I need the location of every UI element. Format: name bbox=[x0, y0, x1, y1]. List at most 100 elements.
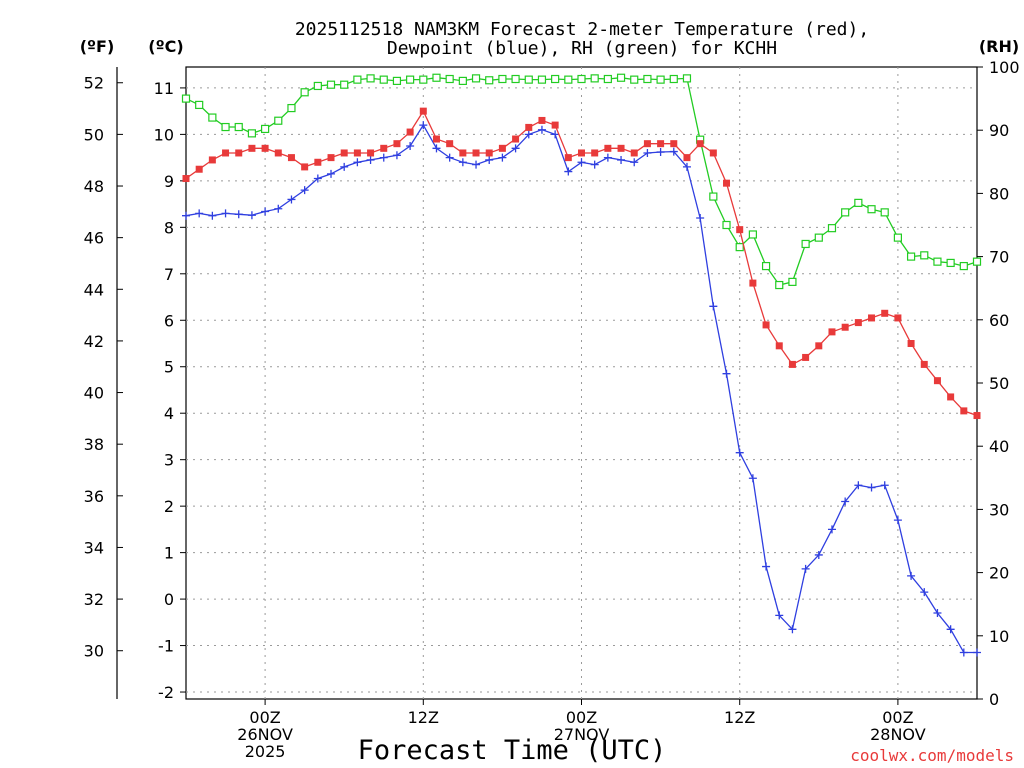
data-point-dewpoint bbox=[722, 369, 731, 378]
x-axis-label: Forecast Time (UTC) bbox=[358, 735, 667, 766]
data-point-dewpoint bbox=[182, 211, 190, 220]
data-point-dewpoint bbox=[511, 144, 520, 153]
data-point-dewpoint bbox=[775, 611, 784, 620]
data-point-temperature bbox=[261, 144, 269, 152]
data-point-rh bbox=[287, 103, 296, 113]
data-point-rh bbox=[906, 252, 916, 261]
data-point-dewpoint bbox=[590, 160, 599, 169]
data-point-rh bbox=[195, 100, 204, 110]
data-point-dewpoint bbox=[313, 174, 322, 183]
data-point-dewpoint bbox=[748, 474, 757, 483]
data-point-temperature bbox=[419, 107, 427, 115]
data-point-dewpoint bbox=[656, 148, 665, 157]
time-tick-label: 26NOV bbox=[237, 725, 293, 744]
fahrenheit-tick-label: 44 bbox=[84, 280, 104, 299]
data-point-temperature bbox=[446, 140, 454, 148]
data-point-temperature bbox=[815, 342, 823, 350]
data-point-dewpoint bbox=[946, 625, 955, 634]
rh-tick-label: 100 bbox=[989, 58, 1020, 77]
data-point-temperature bbox=[538, 116, 546, 124]
data-point-temperature bbox=[907, 340, 915, 347]
data-point-temperature bbox=[498, 144, 506, 152]
data-point-temperature bbox=[643, 140, 651, 148]
data-point-rh bbox=[471, 74, 481, 83]
data-point-rh bbox=[920, 251, 929, 260]
fahrenheit-tick-label: 50 bbox=[84, 125, 104, 144]
data-point-dewpoint bbox=[762, 562, 771, 571]
data-point-rh bbox=[682, 74, 692, 83]
fahrenheit-axis: 30 32 34 36 38 40 42 44 46 48 50 52 bbox=[84, 74, 123, 661]
data-point-temperature bbox=[432, 135, 440, 143]
data-point-temperature bbox=[749, 279, 757, 287]
data-point-temperature bbox=[854, 319, 862, 327]
rh-tick-label: 90 bbox=[989, 121, 1009, 140]
data-point-rh bbox=[432, 73, 441, 82]
data-point-dewpoint bbox=[920, 588, 929, 597]
data-point-dewpoint bbox=[854, 481, 863, 490]
data-point-temperature bbox=[657, 140, 665, 148]
fahrenheit-tick-label: 48 bbox=[84, 177, 104, 196]
data-point-rh bbox=[669, 74, 678, 84]
data-point-dewpoint bbox=[801, 564, 810, 573]
rh-axis: 0 10 20 30 40 50 60 70 80 90 100 bbox=[977, 58, 1020, 709]
data-point-rh bbox=[590, 74, 599, 83]
data-point-temperature bbox=[604, 144, 612, 152]
data-point-rh bbox=[643, 74, 652, 84]
data-point-temperature bbox=[762, 321, 770, 329]
unit-label-celsius: (ºC) bbox=[148, 37, 183, 56]
data-point-temperature bbox=[920, 360, 928, 368]
data-point-rh bbox=[656, 75, 665, 84]
data-point-rh bbox=[537, 75, 547, 84]
data-point-rh bbox=[603, 74, 612, 84]
data-point-temperature bbox=[591, 149, 599, 157]
data-point-temperature bbox=[182, 175, 190, 183]
data-point-rh bbox=[577, 74, 586, 84]
data-point-temperature bbox=[274, 149, 282, 157]
data-point-temperature bbox=[314, 158, 322, 166]
data-point-dewpoint bbox=[630, 158, 639, 167]
data-point-rh bbox=[854, 198, 863, 207]
celsius-tick-label: 0 bbox=[164, 590, 174, 609]
data-point-temperature bbox=[881, 309, 889, 317]
fahrenheit-tick-label: 36 bbox=[84, 487, 104, 506]
data-point-rh bbox=[933, 257, 942, 266]
data-point-dewpoint bbox=[392, 151, 401, 160]
data-point-rh bbox=[616, 73, 626, 82]
fahrenheit-tick-label: 30 bbox=[84, 642, 104, 661]
data-point-dewpoint bbox=[933, 609, 942, 618]
data-point-rh bbox=[827, 224, 837, 233]
data-point-rh bbox=[366, 74, 375, 83]
data-point-temperature bbox=[630, 149, 638, 157]
data-point-rh bbox=[735, 243, 744, 252]
data-point-rh bbox=[722, 220, 731, 230]
data-point-temperature bbox=[235, 149, 243, 157]
fahrenheit-tick-label: 40 bbox=[84, 384, 104, 403]
data-point-dewpoint bbox=[195, 209, 204, 218]
data-point-dewpoint bbox=[261, 207, 270, 216]
data-point-temperature bbox=[973, 412, 981, 420]
data-point-dewpoint bbox=[406, 142, 415, 150]
data-point-temperature bbox=[696, 140, 704, 148]
data-point-dewpoint bbox=[379, 153, 388, 162]
data-point-dewpoint bbox=[735, 448, 744, 457]
rh-tick-label: 70 bbox=[989, 248, 1009, 267]
data-point-dewpoint bbox=[867, 483, 876, 492]
data-point-dewpoint bbox=[841, 497, 850, 506]
celsius-tick-label: 10 bbox=[154, 125, 174, 144]
data-point-temperature bbox=[933, 377, 941, 385]
data-point-rh bbox=[788, 277, 797, 286]
data-point-dewpoint bbox=[432, 144, 441, 153]
data-point-rh bbox=[841, 208, 850, 217]
series-dewpoint bbox=[182, 121, 981, 657]
data-point-dewpoint bbox=[274, 204, 283, 213]
data-point-rh bbox=[498, 74, 507, 84]
unit-label-fahrenheit: (ºF) bbox=[80, 37, 115, 56]
celsius-tick-label: 1 bbox=[164, 544, 174, 563]
rh-tick-label: 50 bbox=[989, 374, 1009, 393]
celsius-tick-label: 9 bbox=[164, 172, 174, 191]
data-point-rh bbox=[181, 94, 191, 103]
data-point-dewpoint bbox=[827, 525, 836, 534]
chart-title-line2: Dewpoint (blue), RH (green) for KCHH bbox=[387, 38, 777, 59]
fahrenheit-tick-label: 46 bbox=[84, 229, 104, 248]
celsius-tick-label: 4 bbox=[164, 404, 174, 423]
